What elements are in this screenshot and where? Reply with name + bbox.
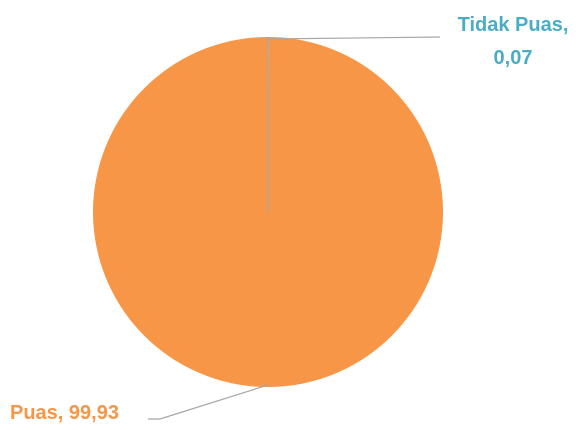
leader-lines-layer	[148, 36, 441, 420]
leader-line-tidak-puas	[267, 36, 441, 212]
data-label-puas: Puas, 99,93	[10, 402, 119, 424]
leader-line-puas	[148, 384, 269, 420]
data-labels-layer: Tidak Puas, 0,07 Puas, 99,93	[10, 14, 568, 424]
data-label-line: Puas, 99,93	[10, 402, 119, 424]
pie-slice-puas	[92, 37, 443, 388]
data-label-line: 0,07	[494, 47, 533, 69]
data-label-line: Tidak Puas,	[458, 14, 569, 36]
data-label-tidak-puas: Tidak Puas, 0,07	[458, 14, 569, 69]
